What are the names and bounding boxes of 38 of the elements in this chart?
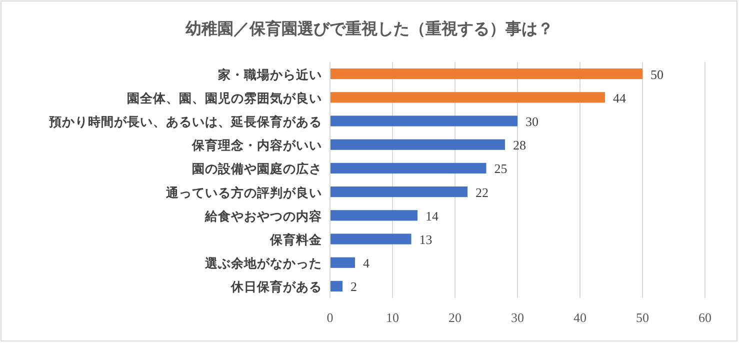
data-label: 2 xyxy=(350,279,357,294)
x-tick-label: 20 xyxy=(448,310,462,325)
x-tick-label: 30 xyxy=(511,310,524,325)
chart-title: 幼稚園／保育園選びで重視した（重視する）事は？ xyxy=(186,19,554,38)
bar xyxy=(330,257,355,268)
y-tick-label: 保育料金 xyxy=(269,232,322,247)
y-tick-label: 園の設備や園庭の広さ xyxy=(192,161,322,176)
x-tick-label: 50 xyxy=(636,310,649,325)
data-label: 4 xyxy=(363,256,370,271)
y-tick-label: 選ぶ余地がなかった xyxy=(204,256,322,271)
data-label: 30 xyxy=(526,114,538,129)
bar xyxy=(330,92,605,103)
bar xyxy=(330,186,468,198)
x-tick-label: 10 xyxy=(386,310,399,325)
bar xyxy=(330,210,418,221)
data-label: 44 xyxy=(613,90,626,106)
data-label: 22 xyxy=(476,184,488,200)
y-tick-label: 通っている方の評判が良い xyxy=(165,184,322,200)
bar xyxy=(330,116,518,126)
data-label: 13 xyxy=(419,232,432,247)
bar xyxy=(330,280,342,292)
y-tick-label: 預かり時間が長い、あるいは、延長保育がある xyxy=(48,114,322,129)
data-label: 50 xyxy=(650,66,664,82)
x-tick-label: 0 xyxy=(326,310,334,325)
bar xyxy=(330,234,412,244)
y-tick-label: 保育理念・内容がいい xyxy=(191,138,322,153)
data-label: 14 xyxy=(426,208,439,224)
x-tick-label: 40 xyxy=(574,310,586,325)
bar xyxy=(330,68,642,80)
data-label: 28 xyxy=(513,138,526,153)
bar xyxy=(330,139,505,150)
y-tick-label: 家・職場から近い xyxy=(217,66,322,82)
y-tick-label: 園全体、園、園児の雰囲気が良い xyxy=(127,90,322,106)
x-tick-label: 60 xyxy=(698,310,712,325)
bar xyxy=(330,162,486,174)
data-label: 25 xyxy=(494,161,508,176)
y-tick-label: 給食やおやつの内容 xyxy=(204,208,322,224)
y-tick-label: 休日保育がある xyxy=(230,279,322,294)
